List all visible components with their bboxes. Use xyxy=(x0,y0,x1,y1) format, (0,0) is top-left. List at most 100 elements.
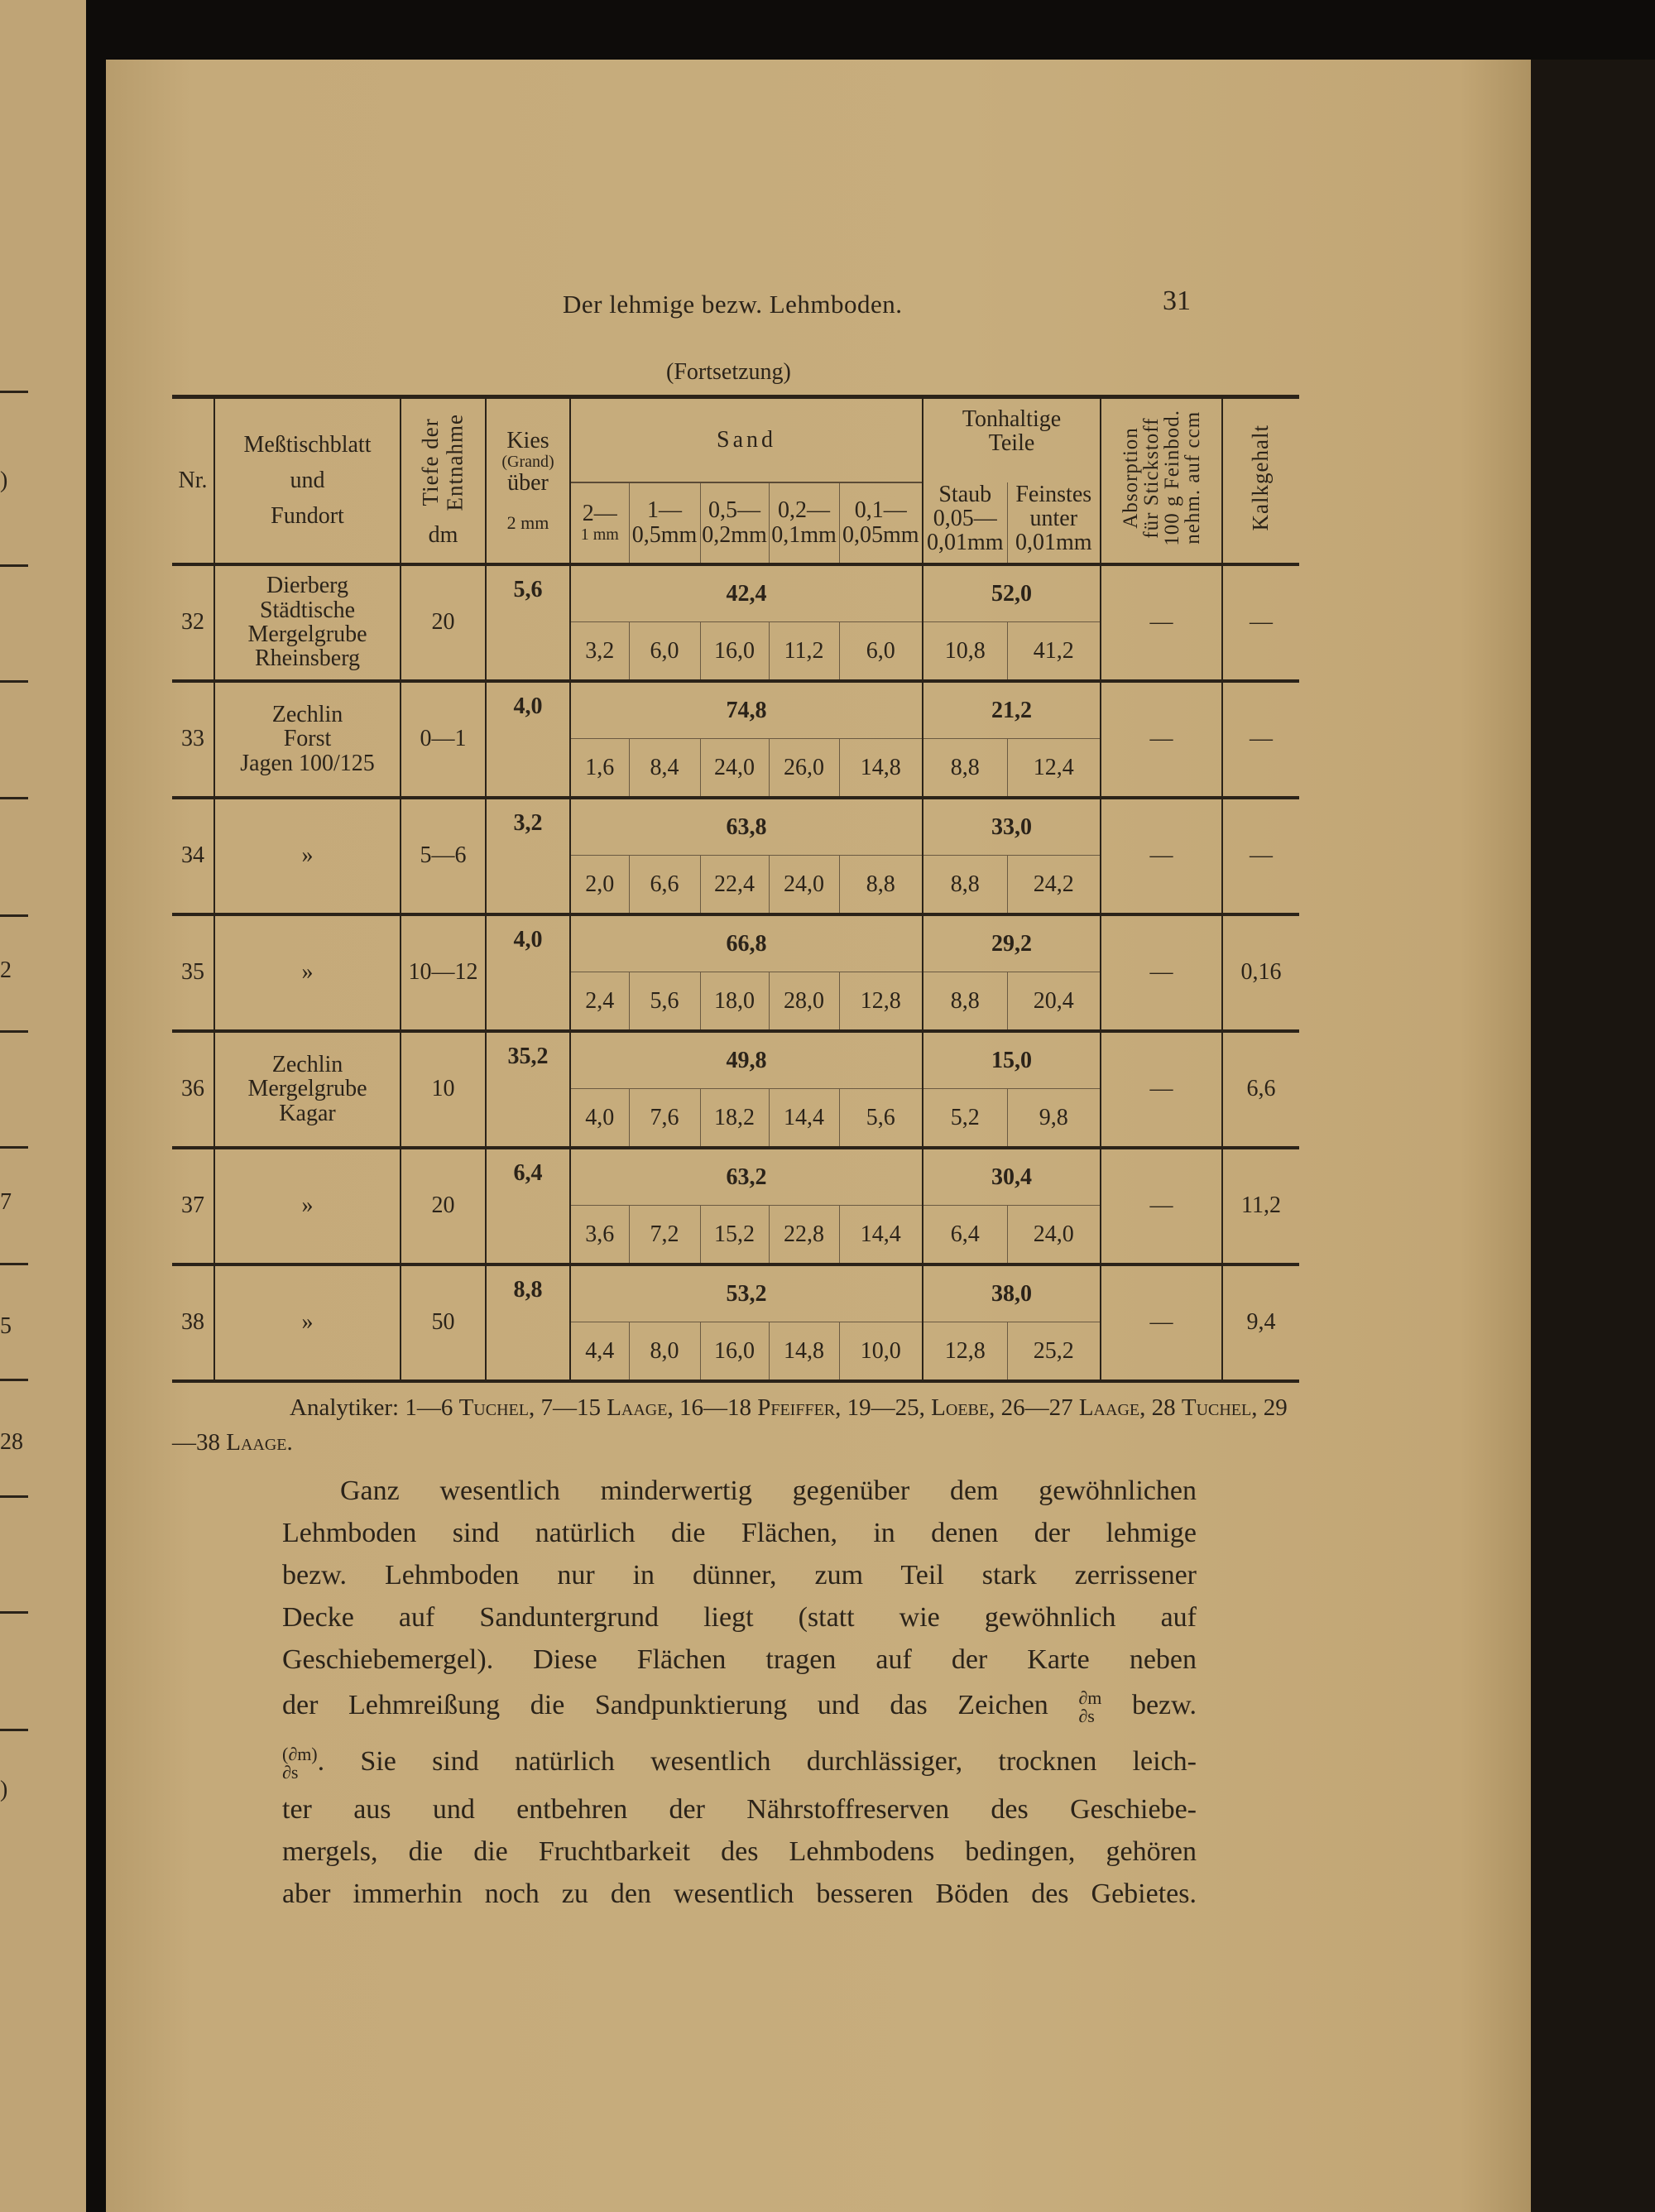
row-sand-value: 14,4 xyxy=(768,1088,839,1149)
table-subrow: 2,0 6,6 22,4 24,0 8,8 8,8 24,2 xyxy=(172,855,1299,916)
sand-fraction-4: 0,2— 0,1mm xyxy=(768,481,839,566)
row-kies-blank xyxy=(485,972,570,1033)
place-line: Forst xyxy=(283,726,332,752)
page-edge-shadow xyxy=(1531,60,1655,2212)
row-sand-value: 22,4 xyxy=(699,855,769,916)
table-row: 37» 20 6,4 63,2 30,4—11,2 xyxy=(172,1147,1299,1266)
moraine-sand-symbol-bracketed: (∂m) ∂s xyxy=(282,1744,318,1783)
row-sand-value: 7,2 xyxy=(628,1205,700,1266)
header-line: Tonhaltige xyxy=(962,406,1062,432)
row-place: Zechlin Forst Jagen 100/125 xyxy=(213,680,401,799)
row-sand-value: 18,2 xyxy=(699,1088,769,1149)
row-sand-value: 12,8 xyxy=(838,972,923,1033)
paragraph-line: Decke auf Sanduntergrund liegt (statt wi… xyxy=(282,1602,1197,1633)
row-sand-value: 14,4 xyxy=(838,1205,923,1266)
header-line: und xyxy=(290,468,325,494)
row-sand-value: 11,2 xyxy=(768,621,839,683)
fragment: 5 xyxy=(0,1313,12,1339)
row-ton-value: 8,8 xyxy=(922,855,1007,916)
paragraph-line: Geschiebemergel). Diese Flächen tragen a… xyxy=(282,1644,1197,1675)
place-line: Mergelgrube xyxy=(247,1076,367,1102)
place-line: Kagar xyxy=(279,1100,336,1126)
sand-fraction-5: 0,1— 0,05mm xyxy=(838,481,923,566)
row-ton-value: 8,8 xyxy=(922,738,1007,799)
header-line: Entnahme xyxy=(442,414,468,511)
col-kies: Kies (Grand) über 2 mm xyxy=(485,396,570,566)
place-line: Dierberg xyxy=(266,573,348,599)
row-place: Dierberg Städtische Mergelgrube Rheinsberg xyxy=(213,564,401,683)
col-nr: Nr. xyxy=(172,396,214,566)
row-kies-blank xyxy=(485,1088,570,1149)
header-subrow: 2— 1 mm 1— 0,5mm 0,5— 0,2mm 0,2— 0,1mm 0,1— 0… xyxy=(172,481,1299,566)
row-depth: 20 xyxy=(400,1147,486,1266)
row-sand-value: 8,8 xyxy=(838,855,923,916)
adjacent-page-edge: ) 2 7 5 28 ) xyxy=(0,0,86,2212)
row-sand-total: 42,4 xyxy=(569,564,923,622)
row-sand-value: 16,0 xyxy=(699,1322,769,1383)
row-ton-total: 33,0 xyxy=(922,797,1101,856)
place-line: » xyxy=(301,959,314,986)
row-depth: 10—12 xyxy=(400,914,486,1033)
row-kies: 6,4 xyxy=(485,1147,570,1206)
fragment: 2 xyxy=(0,957,12,983)
row-sand-value: 2,4 xyxy=(569,972,629,1033)
kies-unit: 2 mm xyxy=(506,512,549,534)
header-line: über xyxy=(507,469,549,496)
row-ton-total: 38,0 xyxy=(922,1264,1101,1322)
row-ton-value: 41,2 xyxy=(1006,621,1101,683)
header-line: Tiefe der xyxy=(417,418,443,506)
row-kies: 4,0 xyxy=(485,680,570,739)
row-depth: 50 xyxy=(400,1264,486,1383)
place-line: » xyxy=(301,1192,314,1219)
table-subrow: 3,6 7,2 15,2 22,8 14,4 6,4 24,0 xyxy=(172,1205,1299,1266)
table-row: 36 Zechlin Mergelgrube Kagar 10 35,2 49,8 15,0—… xyxy=(172,1030,1299,1149)
row-sand-value: 6,0 xyxy=(628,621,700,683)
row-ton-total: 30,4 xyxy=(922,1147,1101,1206)
row-nr: 33 xyxy=(172,680,214,799)
row-ton-value: 8,8 xyxy=(922,972,1007,1033)
row-sand-value: 14,8 xyxy=(768,1322,839,1383)
place-line: Zechlin xyxy=(271,1051,343,1077)
row-ton-value: 20,4 xyxy=(1006,972,1101,1033)
row-sand-value: 1,6 xyxy=(569,738,629,799)
sand-fraction-3: 0,5— 0,2mm xyxy=(699,481,769,566)
row-sand-total: 63,8 xyxy=(569,797,923,856)
row-sand-total: 74,8 xyxy=(569,680,923,739)
table-subrow: 2,4 5,6 18,0 28,0 12,8 8,8 20,4 xyxy=(172,972,1299,1033)
row-sand-value: 8,4 xyxy=(628,738,700,799)
row-sand-value: 8,0 xyxy=(628,1322,700,1383)
table-subrow: 3,2 6,0 16,0 11,2 6,0 10,8 41,2 xyxy=(172,621,1299,683)
row-nr: 38 xyxy=(172,1264,214,1383)
paragraph-line: der Lehmreißung die Sandpunktierung und … xyxy=(282,1687,1197,1727)
table-subrow: 4,0 7,6 18,2 14,4 5,6 5,2 9,8 xyxy=(172,1088,1299,1149)
place-line: » xyxy=(301,842,314,869)
place-line: Jagen 100/125 xyxy=(240,750,375,776)
row-sand-value: 5,6 xyxy=(628,972,700,1033)
row-sand-value: 7,6 xyxy=(628,1088,700,1149)
row-place: » xyxy=(213,1147,401,1266)
col-ton: Tonhaltige Teile xyxy=(922,396,1101,482)
continuation-label: (Fortsetzung) xyxy=(666,359,791,385)
row-absorption: — xyxy=(1100,680,1222,799)
row-sand-value: 16,0 xyxy=(699,621,769,683)
moraine-sand-symbol: ∂m ∂s xyxy=(1078,1687,1102,1727)
paragraph-line: (∂m) ∂s. Sie sind natürlich wesentlich du… xyxy=(282,1744,1197,1783)
paragraph-line: mergels, die die Fruchtbarkeit des Lehmb… xyxy=(282,1836,1197,1867)
table-subrow: 4,4 8,0 16,0 14,8 10,0 12,8 25,2 xyxy=(172,1322,1299,1383)
row-depth: 0—1 xyxy=(400,680,486,799)
row-ton-total: 29,2 xyxy=(922,914,1101,972)
fragment: 7 xyxy=(0,1189,12,1215)
paragraph-line: ter aus und entbehren der Nährstoffreser… xyxy=(282,1794,1197,1825)
header-line: Kies xyxy=(506,428,549,454)
fragment: ) xyxy=(0,1777,8,1802)
row-kalk: — xyxy=(1221,797,1299,916)
place-line: Rheinsberg xyxy=(254,645,361,672)
row-sand-value: 26,0 xyxy=(768,738,839,799)
row-nr: 32 xyxy=(172,564,214,683)
page-number: 31 xyxy=(1163,285,1191,316)
row-nr: 37 xyxy=(172,1147,214,1266)
row-ton-value: 12,4 xyxy=(1006,738,1101,799)
row-kalk: 11,2 xyxy=(1221,1147,1299,1266)
row-sand-value: 6,6 xyxy=(628,855,700,916)
row-absorption: — xyxy=(1100,1147,1222,1266)
